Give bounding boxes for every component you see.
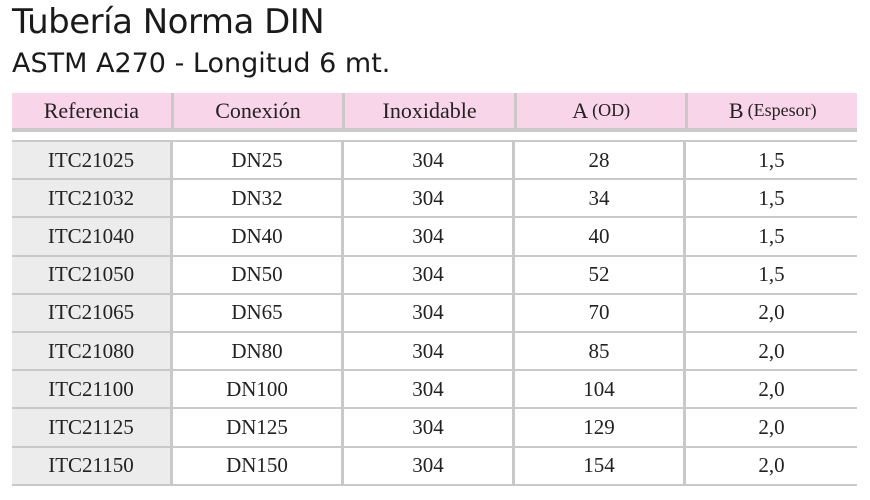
cell-conexion: DN150 bbox=[173, 447, 344, 484]
cell-a-od: 40 bbox=[515, 218, 686, 255]
cell-a-od: 104 bbox=[515, 371, 686, 408]
table-row: ITC21125 DN125 304 129 2,0 bbox=[12, 409, 857, 448]
cell-conexion: DN100 bbox=[173, 371, 344, 408]
cell-referencia: ITC21065 bbox=[12, 294, 173, 331]
page-title: Tubería Norma DIN bbox=[12, 2, 325, 42]
cell-a-od: 129 bbox=[515, 409, 686, 446]
cell-inoxidable: 304 bbox=[344, 294, 515, 331]
page-subtitle: ASTM A270 - Longitud 6 mt. bbox=[12, 48, 391, 79]
table-row: ITC21032 DN32 304 34 1,5 bbox=[12, 180, 857, 219]
table-header: Referencia Conexión Inoxidable A (OD) B (E… bbox=[12, 93, 858, 132]
cell-referencia: ITC21150 bbox=[12, 447, 173, 484]
header-a-label: A bbox=[572, 97, 589, 123]
header-a-sublabel: (OD) bbox=[592, 100, 631, 120]
header-b-sublabel: (Espesor) bbox=[747, 100, 817, 120]
cell-conexion: DN80 bbox=[173, 332, 344, 370]
table-row: ITC21065 DN65 304 70 2,0 bbox=[12, 294, 857, 333]
cell-referencia: ITC21050 bbox=[12, 256, 173, 293]
cell-b-espesor: 1,5 bbox=[758, 262, 785, 287]
cell-inoxidable: 304 bbox=[344, 447, 515, 484]
cell-referencia: ITC21100 bbox=[12, 371, 173, 408]
header-conexion: Conexión bbox=[173, 93, 343, 128]
cell-a-od: 34 bbox=[515, 180, 686, 217]
cell-conexion: DN50 bbox=[173, 256, 344, 293]
cell-b-espesor: 2,0 bbox=[758, 338, 785, 363]
cell-conexion: DN65 bbox=[173, 294, 344, 331]
cell-b-espesor: 2,0 bbox=[758, 414, 785, 439]
header-inoxidable-label: Inoxidable bbox=[382, 97, 477, 123]
cell-inoxidable: 304 bbox=[344, 180, 515, 217]
header-spacer bbox=[12, 132, 857, 142]
header-referencia: Referencia bbox=[12, 93, 171, 128]
cell-conexion: DN40 bbox=[173, 218, 344, 255]
cell-b-espesor: 1,5 bbox=[758, 147, 785, 172]
header-referencia-label: Referencia bbox=[43, 97, 139, 123]
table-row: ITC21150 DN150 304 154 2,0 bbox=[12, 447, 857, 486]
cell-conexion: DN125 bbox=[173, 409, 344, 446]
cell-inoxidable: 304 bbox=[344, 332, 515, 370]
cell-b-espesor: 2,0 bbox=[758, 300, 785, 325]
header-b-espesor: B (Espesor) bbox=[688, 93, 858, 128]
table-row: ITC21025 DN25 304 28 1,5 bbox=[12, 142, 857, 181]
cell-referencia: ITC21125 bbox=[12, 409, 173, 446]
cell-referencia: ITC21025 bbox=[12, 142, 173, 179]
table-row: ITC21080 DN80 304 85 2,0 bbox=[12, 332, 857, 372]
header-a-od: A (OD) bbox=[516, 93, 686, 128]
cell-referencia: ITC21032 bbox=[12, 180, 173, 217]
table-row: ITC21050 DN50 304 52 1,5 bbox=[12, 256, 857, 295]
cell-a-od: 52 bbox=[515, 256, 686, 293]
cell-b-espesor: 2,0 bbox=[758, 453, 785, 478]
cell-inoxidable: 304 bbox=[344, 218, 515, 255]
cell-b-espesor: 1,5 bbox=[758, 185, 785, 210]
cell-inoxidable: 304 bbox=[344, 256, 515, 293]
cell-inoxidable: 304 bbox=[344, 142, 515, 179]
cell-b-espesor: 2,0 bbox=[758, 376, 785, 401]
header-conexion-label: Conexión bbox=[215, 97, 301, 123]
cell-a-od: 28 bbox=[515, 142, 686, 179]
cell-b-espesor: 1,5 bbox=[758, 223, 785, 248]
cell-conexion: DN32 bbox=[173, 180, 344, 217]
table-body: ITC21025 DN25 304 28 1,5 ITC21032 DN32 304 34 1,5… bbox=[12, 142, 857, 486]
cell-a-od: 154 bbox=[515, 447, 686, 484]
cell-referencia: ITC21080 bbox=[12, 332, 173, 370]
cell-inoxidable: 304 bbox=[344, 409, 515, 446]
table-row: ITC21040 DN40 304 40 1,5 bbox=[12, 218, 857, 257]
header-inoxidable: Inoxidable bbox=[345, 93, 514, 128]
cell-referencia: ITC21040 bbox=[12, 218, 173, 255]
cell-a-od: 85 bbox=[515, 332, 686, 370]
cell-a-od: 70 bbox=[515, 294, 686, 331]
table-row: ITC21100 DN100 304 104 2,0 bbox=[12, 371, 857, 410]
cell-conexion: DN25 bbox=[173, 142, 344, 179]
cell-inoxidable: 304 bbox=[344, 371, 515, 408]
header-b-label: B bbox=[728, 97, 744, 123]
pipe-table: Referencia Conexión Inoxidable A (OD) B (E… bbox=[12, 93, 858, 486]
